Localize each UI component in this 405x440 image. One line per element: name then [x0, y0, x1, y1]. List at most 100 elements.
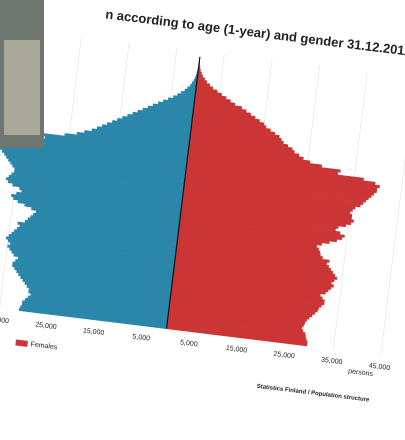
bar [193, 108, 256, 120]
x-tick-label: 25,000 [35, 322, 57, 332]
bar [17, 256, 174, 279]
bar [0, 143, 187, 170]
bar [186, 161, 380, 189]
bar [30, 293, 169, 314]
bar [15, 135, 188, 160]
bar [172, 280, 325, 303]
chart-title: n according to age (1-year) and gender 3… [105, 6, 405, 58]
bar [188, 148, 323, 168]
x-axis-label: persons [348, 368, 374, 378]
source-note: Statistics Finland / Population structur… [256, 384, 370, 404]
bar [195, 92, 227, 100]
bar [0, 141, 187, 168]
bar [192, 116, 267, 129]
bar [11, 231, 176, 255]
bar [18, 307, 167, 330]
bar [27, 217, 178, 239]
bar [195, 87, 218, 93]
bar [167, 320, 307, 341]
bar [174, 257, 338, 280]
bar [30, 215, 179, 237]
bar [181, 204, 347, 228]
bar [7, 180, 183, 205]
bar [172, 273, 326, 295]
bar [21, 189, 182, 213]
bar [28, 290, 170, 311]
bar [42, 133, 189, 154]
bar [190, 132, 289, 148]
bar [197, 76, 206, 81]
bar [174, 259, 335, 283]
bar [187, 156, 364, 181]
bar [193, 78, 198, 83]
bar [168, 310, 303, 330]
bar [185, 174, 369, 201]
bar [189, 83, 197, 88]
bar [101, 124, 191, 138]
bar [5, 177, 183, 202]
bar [3, 152, 186, 178]
bar [35, 210, 179, 231]
bar [24, 297, 169, 319]
bar [187, 150, 341, 173]
bar [197, 71, 202, 75]
bar [157, 101, 194, 109]
bar [192, 113, 265, 126]
x-tick-label: 15,000 [225, 345, 247, 355]
bar [196, 84, 214, 90]
bar [171, 286, 322, 308]
bar [111, 120, 191, 133]
bar [191, 121, 276, 135]
bar [166, 326, 308, 347]
legend-swatch [15, 339, 28, 347]
bar [13, 229, 177, 253]
bar [8, 158, 185, 184]
bar [137, 109, 193, 120]
bar [20, 275, 171, 298]
bar [5, 236, 176, 261]
bar [175, 251, 334, 275]
bar [184, 180, 364, 206]
bar [142, 107, 193, 117]
x-tick-label: 5,000 [132, 334, 150, 343]
bar [182, 198, 354, 223]
bar [195, 89, 223, 97]
bar [7, 244, 175, 268]
bar [64, 133, 189, 152]
bar [11, 193, 181, 218]
bar [169, 304, 306, 325]
bar [18, 272, 172, 295]
x-tick-label: 35,000 [0, 316, 9, 326]
bar [84, 130, 190, 146]
bar [127, 113, 192, 125]
bar [9, 242, 175, 266]
x-tick-label: 45,000 [368, 363, 390, 373]
bar [8, 174, 183, 200]
bar [179, 222, 330, 244]
bar [169, 299, 310, 320]
bar [20, 305, 168, 327]
bar [13, 169, 184, 194]
bar [12, 264, 173, 287]
bar [122, 115, 192, 128]
center-axis [165, 56, 201, 329]
bar [172, 275, 321, 297]
bar [28, 287, 170, 308]
bar [117, 118, 192, 131]
bar [22, 278, 171, 300]
bar [177, 235, 321, 257]
bar [184, 182, 361, 208]
bar [166, 323, 308, 344]
bar [175, 254, 336, 277]
bar [17, 221, 178, 245]
bar [174, 262, 332, 285]
bar [12, 261, 173, 284]
bar [191, 119, 271, 132]
bar [167, 318, 306, 339]
bar [24, 203, 180, 226]
bar [190, 129, 284, 145]
bar [16, 269, 172, 292]
bar [185, 172, 372, 198]
bar [186, 158, 376, 185]
